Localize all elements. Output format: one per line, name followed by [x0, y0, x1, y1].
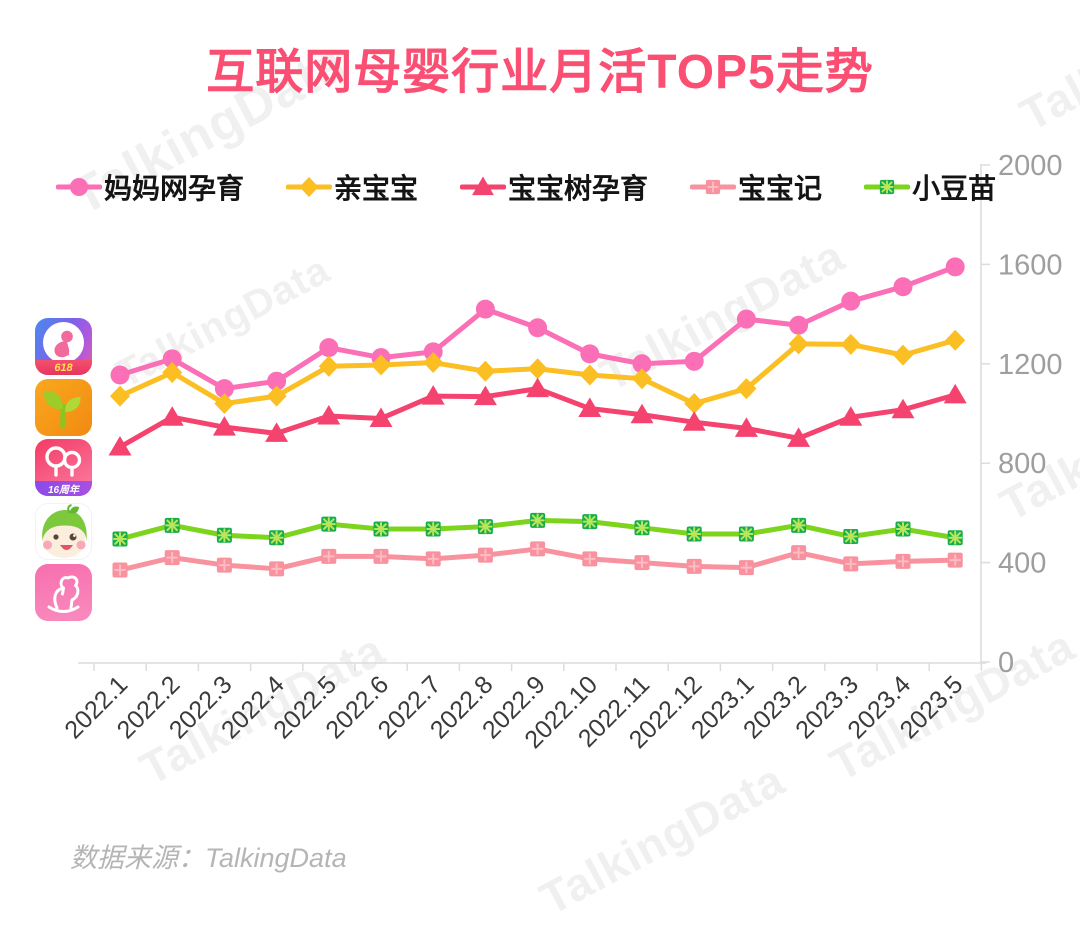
circle-marker-icon [56, 177, 102, 197]
app-icon-baobaoji[interactable] [35, 564, 92, 621]
diamond-marker-icon [286, 177, 333, 197]
baby-face-icon [42, 504, 87, 558]
page-title: 互联网母婴行业月活TOP5走势 [206, 46, 874, 99]
triangle-marker-icon [460, 176, 507, 196]
legend-label: 亲宝宝 [334, 173, 419, 204]
legend-label: 宝宝记 [738, 173, 823, 204]
legend-item-mamawang[interactable]: 妈妈网孕育 [56, 167, 244, 207]
legend-label: 宝宝树孕育 [508, 173, 649, 204]
legend-item-xiaodoumiao[interactable]: 小豆苗 [864, 167, 996, 207]
badge-618: 618 [35, 360, 92, 375]
app-icon-column: 618 16周年 [35, 0, 92, 907]
legend-label: 小豆苗 [912, 173, 997, 204]
legend-item-baobaoshu[interactable]: 宝宝树孕育 [460, 167, 648, 207]
source-note: 数据来源：TalkingData [70, 843, 347, 873]
twin-trees-icon [45, 446, 82, 477]
app-icon-mamawang-yunyu[interactable]: 618 [35, 318, 92, 375]
y-tick-label: 2000 [998, 150, 1063, 182]
sprout-icon [43, 390, 81, 429]
y-tick-label: 1600 [998, 249, 1063, 281]
legend-label: 妈妈网孕育 [104, 173, 245, 204]
badge-16th-anniversary: 16周年 [35, 481, 92, 496]
y-tick-label: 800 [998, 448, 1046, 480]
series-line-宝宝树孕育 [117, 386, 958, 450]
line-chart: 04008001200160020002022.12022.22022.3202… [59, 150, 1063, 754]
app-icon-qinbaobao[interactable] [35, 379, 92, 436]
app-icon-baobaoshu-yunyu[interactable]: 16周年 [35, 439, 92, 496]
legend-item-baobaoji[interactable]: 宝宝记 [690, 167, 822, 207]
y-tick-label: 0 [998, 647, 1014, 679]
chart-legend: 妈妈网孕育 亲宝宝 宝宝树孕育 宝宝记 小豆苗 [56, 167, 996, 207]
legend-item-qinbaobao[interactable]: 亲宝宝 [286, 167, 418, 207]
app-icon-xiaodoumiao[interactable] [35, 503, 92, 560]
y-tick-label: 400 [998, 548, 1046, 580]
square-plus-marker-icon [690, 179, 737, 195]
fetus-icon [43, 322, 84, 363]
square-x-marker-icon [864, 179, 911, 195]
y-tick-label: 1200 [998, 349, 1063, 381]
rocking-horse-icon [47, 575, 80, 613]
